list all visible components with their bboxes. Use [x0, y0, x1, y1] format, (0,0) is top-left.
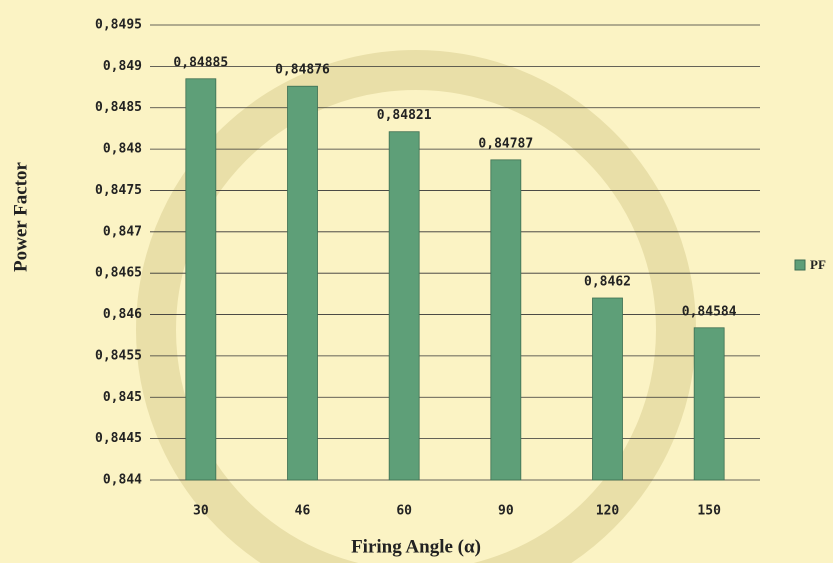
- bar: [288, 86, 318, 480]
- bar: [593, 298, 623, 480]
- y-tick-label: 0,846: [103, 307, 142, 322]
- y-tick-label: 0,849: [103, 59, 142, 74]
- y-axis-title: Power Factor: [10, 161, 31, 271]
- chart: Firing Angle (α) Power Factor 0,844 0,844…: [0, 0, 833, 563]
- value-label: 0,84885: [173, 55, 228, 70]
- value-label: 0,84821: [377, 108, 432, 123]
- value-label: 0,84876: [275, 63, 330, 78]
- value-label: 0,8462: [584, 275, 631, 290]
- y-tick-label: 0,8485: [95, 100, 142, 115]
- bar: [491, 160, 521, 480]
- value-label: 0,84584: [682, 304, 737, 319]
- y-tick-label: 0,845: [103, 390, 142, 405]
- x-axis-title: Firing Angle (α): [351, 536, 481, 557]
- y-tick-label: 0,8475: [95, 183, 142, 198]
- value-label: 0,84787: [478, 136, 533, 151]
- y-tick-label: 0,848: [103, 142, 142, 157]
- x-tick-label: 60: [396, 504, 412, 519]
- bar: [694, 328, 724, 480]
- legend-label: PF: [810, 257, 826, 272]
- y-tick-label: 0,8465: [95, 266, 142, 281]
- x-tick-label: 150: [697, 504, 721, 519]
- y-tick-label: 0,844: [103, 473, 142, 488]
- y-tick-label: 0,847: [103, 224, 142, 239]
- x-tick-label: 30: [193, 504, 209, 519]
- bar: [389, 132, 419, 480]
- y-tick-label: 0,8445: [95, 431, 142, 446]
- bar: [186, 79, 216, 480]
- x-tick-label: 120: [596, 504, 620, 519]
- y-tick-label: 0,8495: [95, 18, 142, 33]
- x-tick-label: 90: [498, 504, 514, 519]
- y-tick-label: 0,8455: [95, 348, 142, 363]
- x-tick-label: 46: [295, 504, 311, 519]
- legend-swatch: [795, 260, 805, 270]
